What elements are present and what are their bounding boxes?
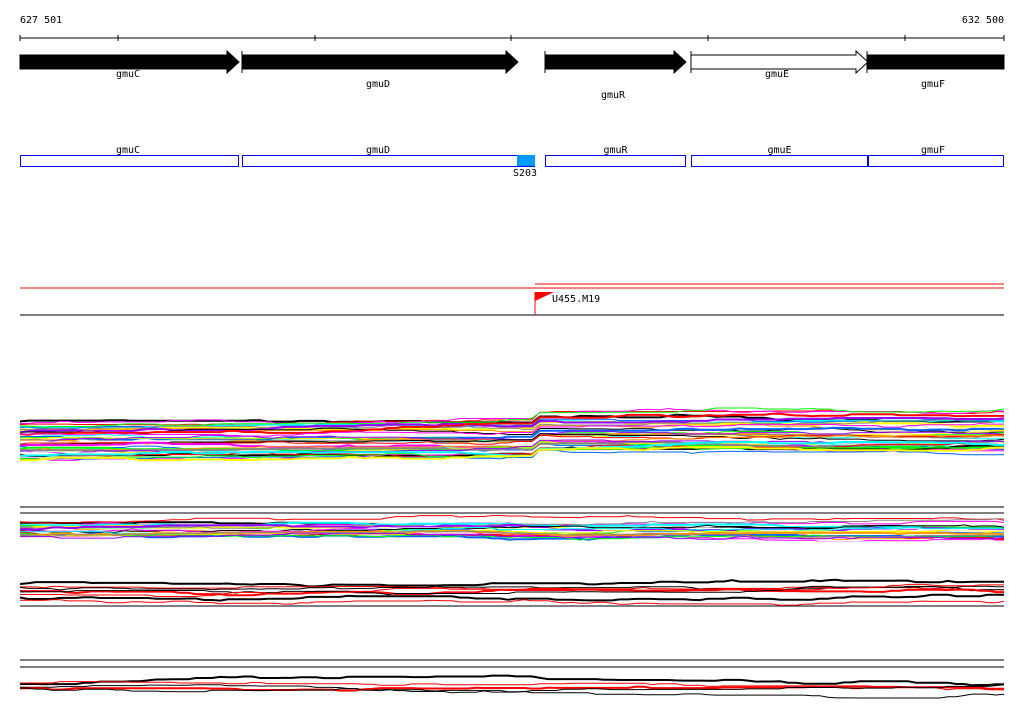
- gene-label: gmuR: [601, 90, 626, 101]
- gene-gmuD[interactable]: gmuD: [241, 49, 519, 90]
- coverage-line: [19, 578, 1004, 588]
- coverage-line: [20, 427, 1004, 437]
- marker-u455[interactable]: U455.M19: [534, 292, 600, 315]
- flag-icon[interactable]: [535, 292, 554, 301]
- coverage-line: [20, 422, 1004, 437]
- ruler: 627 501 632 500: [19, 15, 1005, 41]
- gene-gmuC[interactable]: gmuC: [19, 49, 240, 80]
- coverage-line: [20, 585, 1004, 596]
- coverage-line: [20, 442, 1005, 457]
- feature-box[interactable]: [517, 155, 535, 166]
- coverage-line: [20, 538, 1004, 547]
- annotation-box[interactable]: [868, 155, 1004, 167]
- coverage-line: [20, 524, 1005, 532]
- coverage-line: [20, 418, 1004, 431]
- coverage-line: [20, 674, 1005, 687]
- coverage-line: [19, 593, 1004, 602]
- annotation-label: gmuR: [603, 145, 628, 156]
- coverage-line: [20, 685, 1004, 692]
- coverage-line: [19, 412, 1004, 436]
- gene-label: gmuD: [366, 79, 390, 90]
- gene-arrow[interactable]: [241, 49, 519, 75]
- marker-label[interactable]: U455.M19: [552, 294, 600, 305]
- annotation-gmuD[interactable]: gmuD: [242, 145, 535, 167]
- gene-label: gmuE: [765, 69, 789, 80]
- annotation-box[interactable]: [242, 155, 535, 167]
- annotation-box[interactable]: [20, 155, 239, 167]
- coverage-line: [20, 433, 1005, 443]
- coverage-line: [19, 427, 1004, 435]
- ruler-end-label: 632 500: [962, 15, 1004, 26]
- gene-label: gmuF: [921, 79, 945, 90]
- ruler-start-label: 627 501: [20, 15, 62, 26]
- annotation-label: gmuC: [116, 145, 140, 156]
- track-3: [19, 578, 1005, 606]
- annotation-box[interactable]: [545, 155, 686, 167]
- gene-gmuR[interactable]: gmuR: [544, 49, 687, 101]
- gene-arrow[interactable]: [690, 49, 869, 75]
- coverage-line: [20, 440, 1005, 453]
- coverage-line: [20, 433, 1005, 446]
- track-2: [19, 515, 1005, 547]
- annotation-gmuR[interactable]: gmuR: [545, 145, 686, 167]
- gene-gmuE[interactable]: gmuE: [690, 49, 869, 80]
- gene-label: gmuC: [116, 69, 140, 80]
- annotation-label: gmuE: [767, 145, 791, 156]
- coverage-line: [20, 430, 1005, 443]
- marker-track: U455.M19: [20, 283, 1004, 316]
- track-4: [20, 674, 1005, 699]
- gene-arrow[interactable]: [866, 54, 1005, 70]
- annotation-gmuF[interactable]: gmuF: [868, 145, 1004, 167]
- coverage-line: [20, 587, 1004, 597]
- coverage-line: [19, 515, 1005, 524]
- track-1: [19, 407, 1005, 462]
- annotation-label: gmuF: [921, 145, 945, 156]
- coverage-line: [20, 434, 1004, 451]
- coverage-line: [20, 451, 1005, 461]
- coverage-line: [20, 407, 1004, 425]
- annotation-gmuC[interactable]: gmuC: [20, 145, 239, 167]
- gene-arrow[interactable]: [19, 49, 240, 75]
- gene-arrow[interactable]: [544, 49, 687, 75]
- feature-label: S203: [513, 168, 537, 179]
- track-dividers: [20, 506, 1004, 668]
- annotation-label: gmuD: [366, 145, 390, 156]
- coverage-line: [20, 446, 1004, 462]
- coverage-line: [19, 407, 1005, 429]
- feature-s203[interactable]: S203: [513, 155, 537, 179]
- annotation-track: gmuC gmuD gmuR gmuE gmuF: [20, 145, 1004, 167]
- ruler-ticks: [19, 35, 1005, 41]
- coverage-line: [20, 532, 1005, 540]
- annotation-gmuE[interactable]: gmuE: [691, 145, 868, 167]
- coverage-tracks: [19, 407, 1005, 699]
- gene-gmuF[interactable]: gmuF: [866, 51, 1005, 90]
- coverage-line: [20, 530, 1004, 539]
- coverage-line: [20, 599, 1005, 606]
- annotation-box[interactable]: [691, 155, 868, 167]
- coverage-line: [20, 684, 1005, 693]
- gene-track: gmuC gmuD gmuR gmuE gmuF: [19, 49, 1005, 101]
- coverage-line: [20, 583, 1004, 597]
